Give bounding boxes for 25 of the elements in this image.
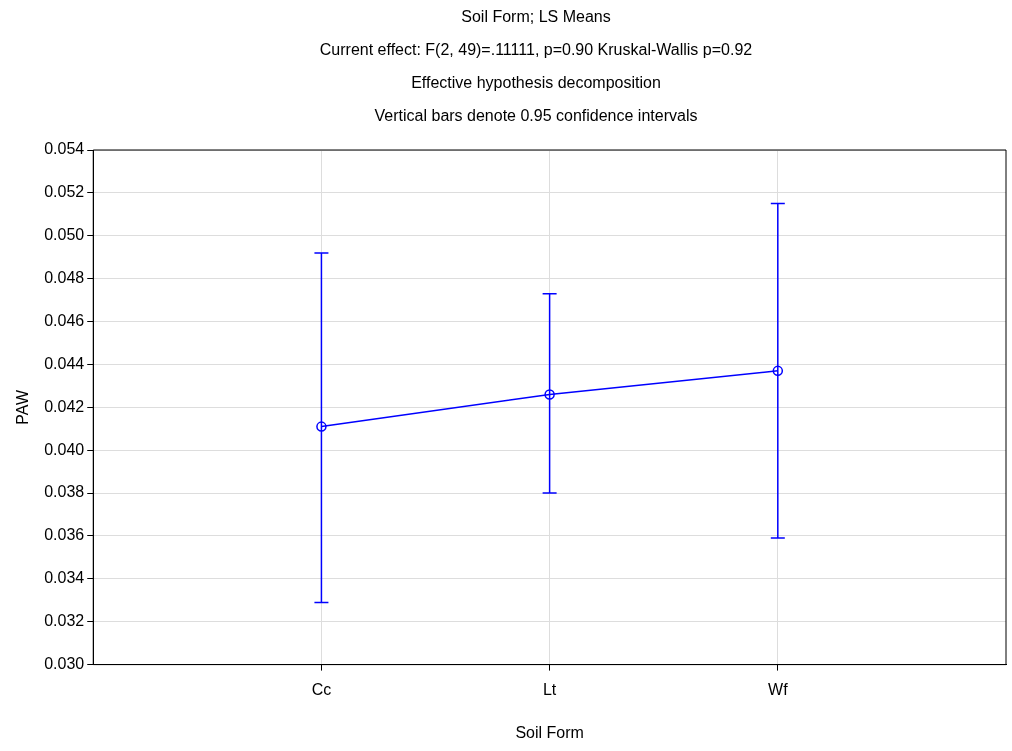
y-tick-label: 0.042 [44,397,85,415]
x-tick-label: Wf [768,680,789,698]
y-tick-label: 0.046 [44,311,85,329]
point [544,389,555,400]
y-axis-title: PAW [14,389,32,425]
y-tick-label: 0.038 [44,483,85,501]
chart-subtitle: Current effect: F(2, 49)=.11111, p=0.90 Kruskal-Wallis p=0.92 [318,40,754,60]
x-tick-label: Lt [542,680,557,698]
point [316,421,327,432]
y-tick-label: 0.030 [44,655,85,673]
text: Vertical bars denote 0.95 confidence intervals [373,106,699,126]
y-tick-label: 0.050 [44,226,85,244]
y-tick-label: 0.048 [44,269,85,287]
y-tick-label: 0.034 [44,569,85,587]
y-tick-label: 0.036 [44,526,85,544]
chart-title: Soil Form; LS Means [460,7,612,27]
y-tick-label: 0.032 [44,612,85,630]
y-tick-label: 0.052 [44,183,85,201]
y-tick-label: 0.040 [44,440,85,458]
text: Effective hypothesis decomposition [410,73,662,93]
y-tick-label: 0.044 [44,354,85,372]
x-tick-label: Cc [311,680,332,698]
y-tick-label: 0.054 [44,140,85,158]
x-axis-title: Soil Form [515,723,584,741]
point [772,365,784,377]
